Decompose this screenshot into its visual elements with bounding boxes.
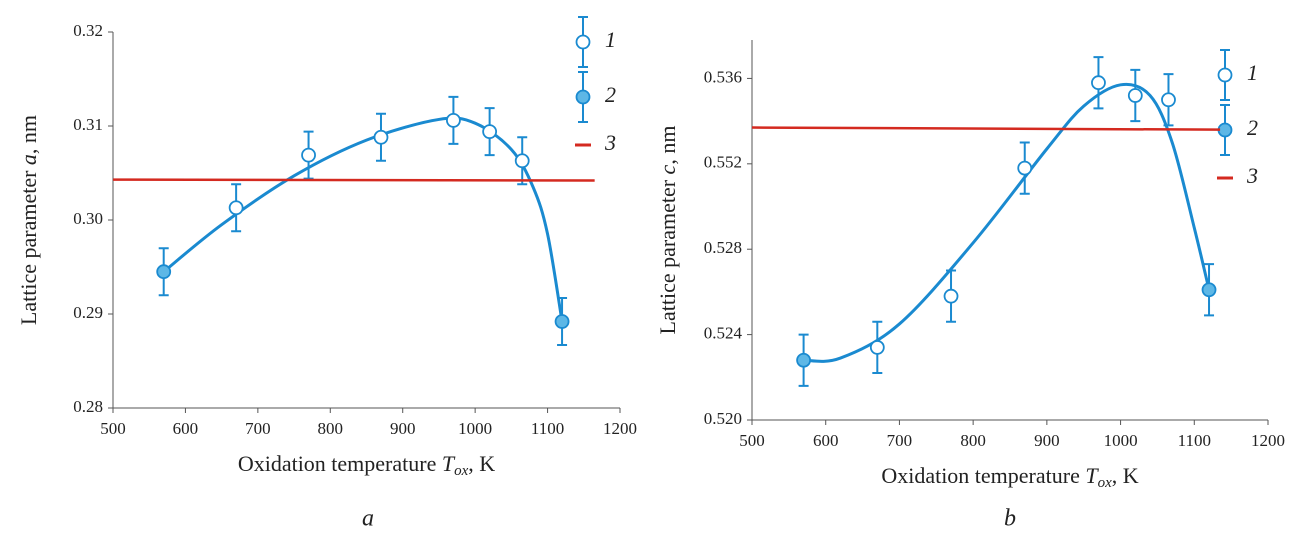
x-tick-label: 600 bbox=[813, 431, 839, 450]
point bbox=[796, 352, 811, 368]
x-tick-label: 500 bbox=[739, 431, 765, 450]
fit-curve bbox=[162, 116, 564, 322]
x-tick-label: 800 bbox=[960, 431, 986, 450]
legend-marker bbox=[1217, 122, 1233, 138]
legend-label: 1 bbox=[605, 27, 616, 52]
reference-line bbox=[112, 178, 595, 182]
chart: 0.520 0.524 0.528 0.552 0.536 500 600 700 800 900… bbox=[655, 40, 1285, 532]
point bbox=[482, 124, 498, 140]
point bbox=[1201, 282, 1217, 298]
x-tick-label: 700 bbox=[887, 431, 913, 450]
y-tick-label: 0.528 bbox=[704, 238, 742, 257]
x-tick-label: 1200 bbox=[1251, 431, 1285, 450]
y-label-part: , nm bbox=[655, 126, 680, 165]
y-label-part: c bbox=[655, 164, 680, 174]
point bbox=[1017, 160, 1033, 176]
x-tick-label: 1200 bbox=[603, 419, 637, 438]
y-tick-label: 0.524 bbox=[704, 324, 743, 343]
y-tick-label: 0.520 bbox=[704, 409, 742, 428]
x-tick-label: 1100 bbox=[531, 419, 564, 438]
x-tick-label: 1100 bbox=[1178, 431, 1211, 450]
point bbox=[373, 129, 389, 145]
point bbox=[514, 153, 530, 169]
legend-label: 3 bbox=[604, 130, 616, 155]
caption: b bbox=[1004, 506, 1016, 532]
x-tick-label: 500 bbox=[100, 419, 126, 438]
y-tick-label: 0.31 bbox=[73, 115, 103, 134]
legend-marker bbox=[575, 34, 591, 50]
chart: 0.28 0.29 0.30 0.31 0.32 500 600 700 800 900 1000 1… bbox=[16, 16, 637, 532]
y-tick-label: 0.28 bbox=[73, 397, 103, 416]
y-label-part: , nm bbox=[16, 115, 41, 154]
x-label-part: T bbox=[442, 451, 456, 476]
x-label-part: , K bbox=[1112, 463, 1139, 488]
point bbox=[1127, 88, 1143, 103]
x-label-part: Oxidation temperature bbox=[881, 463, 1085, 488]
point bbox=[554, 314, 570, 329]
caption: a bbox=[362, 506, 374, 532]
point bbox=[156, 264, 172, 280]
legend-marker bbox=[1217, 67, 1233, 83]
legend-marker bbox=[575, 89, 591, 105]
x-tick-label: 700 bbox=[245, 419, 271, 438]
y-axis-label: Lattice parameter c, nm bbox=[655, 126, 680, 335]
point bbox=[869, 340, 885, 355]
point bbox=[1091, 75, 1106, 91]
y-tick-label: 0.30 bbox=[73, 209, 103, 228]
legend-label: 1 bbox=[1247, 60, 1258, 85]
y-tick-label: 0.29 bbox=[73, 303, 103, 322]
x-label-part: Oxidation temperature bbox=[238, 451, 442, 476]
x-label-part: ox bbox=[454, 463, 469, 479]
y-axis-label: Lattice parameter a, nm bbox=[16, 115, 41, 325]
x-tick-label: 600 bbox=[173, 419, 199, 438]
y-tick-label: 0.536 bbox=[704, 67, 742, 86]
x-tick-label: 1000 bbox=[458, 419, 492, 438]
y-label-part: Lattice parameter bbox=[16, 165, 41, 325]
point bbox=[943, 288, 959, 304]
y-label-part: a bbox=[16, 154, 41, 165]
y-tick-label: 0.552 bbox=[704, 153, 742, 172]
point bbox=[228, 200, 244, 216]
x-tick-label: 900 bbox=[390, 419, 416, 438]
x-label-part: ox bbox=[1098, 475, 1113, 491]
x-axis-label: Oxidation temperature Tox, K bbox=[238, 451, 495, 479]
x-label-part: T bbox=[1085, 463, 1099, 488]
x-axis-label: Oxidation temperature Tox, K bbox=[881, 463, 1138, 491]
legend-label: 2 bbox=[605, 82, 616, 107]
legend-label: 3 bbox=[1246, 163, 1258, 188]
x-tick-label: 900 bbox=[1034, 431, 1060, 450]
fit-curve bbox=[803, 82, 1211, 363]
point bbox=[1161, 92, 1176, 108]
legend-label: 2 bbox=[1247, 115, 1258, 140]
x-tick-label: 1000 bbox=[1104, 431, 1138, 450]
y-tick-label: 0.32 bbox=[73, 21, 103, 40]
x-label-part: , K bbox=[468, 451, 495, 476]
point bbox=[446, 112, 461, 128]
y-label-part: Lattice parameter bbox=[655, 174, 680, 334]
x-tick-label: 800 bbox=[318, 419, 344, 438]
point bbox=[301, 147, 316, 163]
reference-line bbox=[751, 126, 1221, 131]
